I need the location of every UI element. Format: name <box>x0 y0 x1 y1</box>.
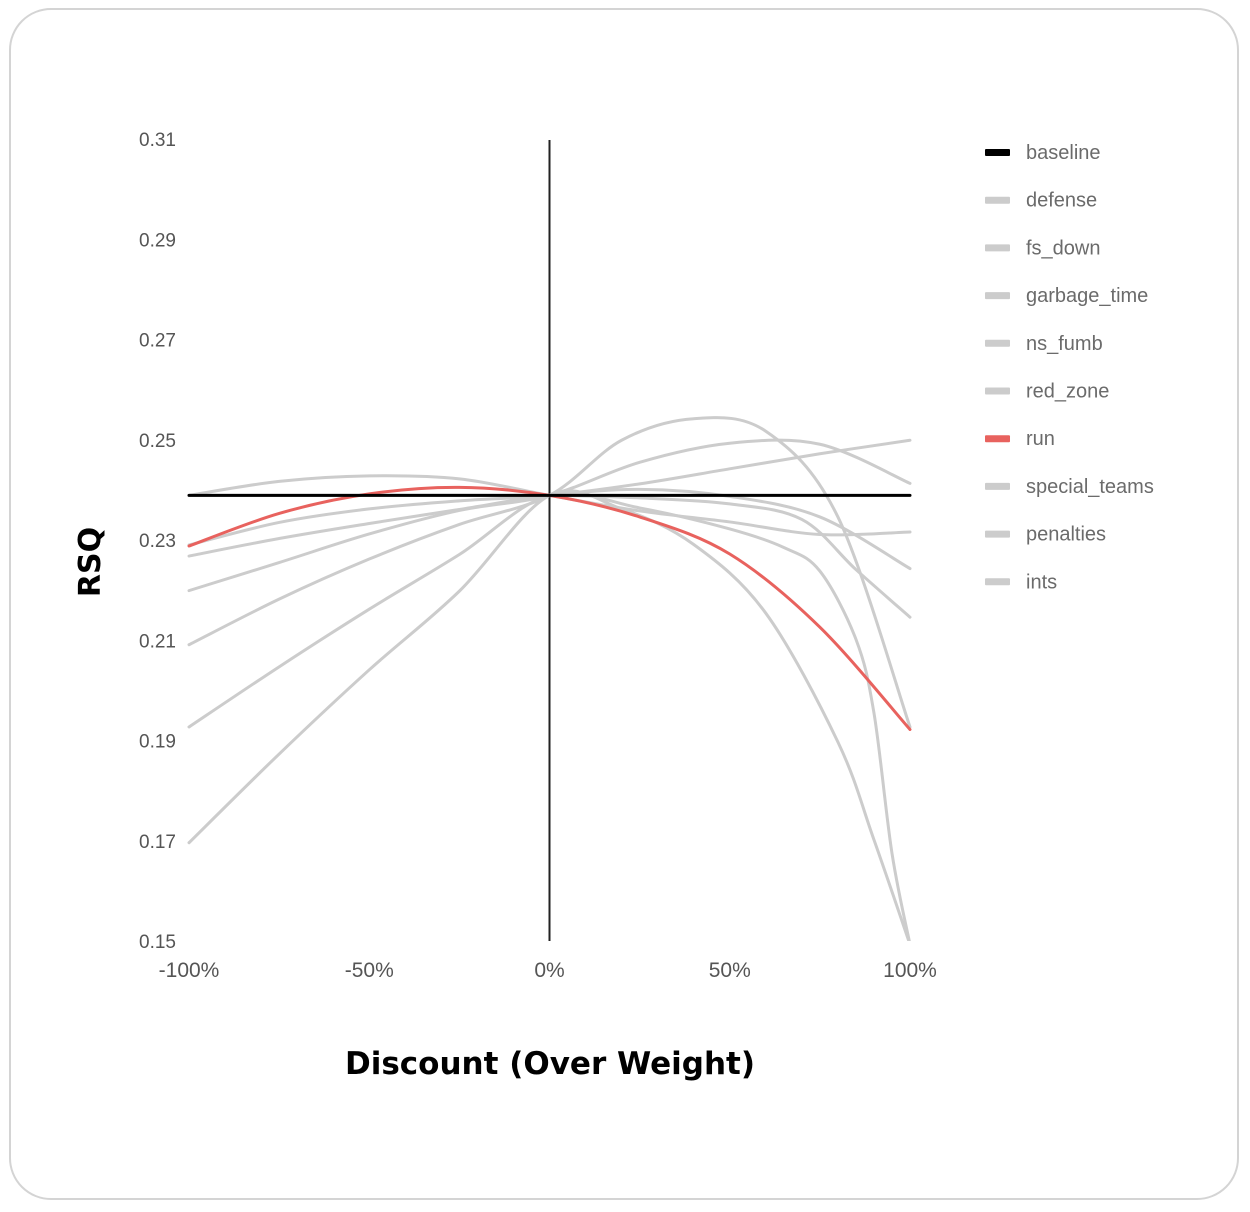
legend-swatch <box>985 578 1010 586</box>
legend-item-baseline: baseline <box>985 142 1101 164</box>
legend-item-run: run <box>985 428 1055 450</box>
legend-swatch <box>985 482 1010 490</box>
x-axis-ticks: -100% -50% 0% 50% 100% <box>159 959 937 982</box>
x-tick-label: 0% <box>534 959 564 982</box>
legend-swatch <box>985 149 1010 156</box>
legend-item-red-zone: red_zone <box>985 381 1109 403</box>
legend-label: special_teams <box>1026 476 1154 498</box>
legend-item-defense: defense <box>985 190 1097 212</box>
legend-item-garbage-time: garbage_time <box>985 285 1148 307</box>
legend-label: run <box>1026 428 1055 450</box>
y-axis-ticks: 0.15 0.17 0.19 0.21 0.23 0.25 0.27 0.29 0.31 <box>139 130 553 953</box>
series-line-penalties <box>187 489 911 941</box>
y-tick-label: 0.23 <box>139 531 176 552</box>
legend-label: garbage_time <box>1026 285 1148 307</box>
legend-label: ns_fumb <box>1026 333 1103 355</box>
chart-card <box>9 8 1239 1200</box>
series-line-red-zone <box>187 416 912 729</box>
x-axis-title: Discount (Over Weight) <box>345 1046 755 1082</box>
y-tick-label: 0.31 <box>139 130 176 151</box>
legend-label: defense <box>1026 190 1097 212</box>
x-tick-label: 50% <box>709 959 751 982</box>
legend-label: penalties <box>1026 524 1106 546</box>
x-tick-label: -50% <box>345 959 394 982</box>
legend-label: baseline <box>1026 142 1101 164</box>
legend-swatch <box>985 387 1010 395</box>
legend-item-ints: ints <box>985 571 1057 593</box>
legend-swatch <box>985 435 1010 443</box>
y-tick-label: 0.29 <box>139 230 176 251</box>
legend-swatch <box>985 196 1010 204</box>
legend-item-special-teams: special_teams <box>985 476 1154 498</box>
series-line-special-teams <box>187 491 911 941</box>
legend-swatch <box>985 244 1010 252</box>
legend-label: fs_down <box>1026 237 1101 259</box>
y-tick-label: 0.25 <box>139 431 176 452</box>
x-tick-label: 100% <box>883 959 937 982</box>
y-tick-label: 0.19 <box>139 732 176 753</box>
y-axis-title: RSQ <box>73 527 108 597</box>
series-lines <box>187 416 912 941</box>
legend-item-fs-down: fs_down <box>985 237 1101 259</box>
legend-item-ns-fumb: ns_fumb <box>985 333 1103 355</box>
x-tick-label: -100% <box>159 959 220 982</box>
y-tick-label: 0.21 <box>139 631 176 652</box>
y-tick-label: 0.17 <box>139 832 176 853</box>
legend-item-penalties: penalties <box>985 524 1106 546</box>
legend-swatch <box>985 292 1010 300</box>
legend-label: ints <box>1026 571 1057 593</box>
y-tick-label: 0.27 <box>139 331 176 352</box>
legend: baseline defense fs_down garbage_time ns_fum… <box>985 142 1154 593</box>
y-tick-label: 0.15 <box>139 932 176 953</box>
legend-label: red_zone <box>1026 381 1109 403</box>
legend-swatch <box>985 339 1010 347</box>
legend-swatch <box>985 530 1010 538</box>
